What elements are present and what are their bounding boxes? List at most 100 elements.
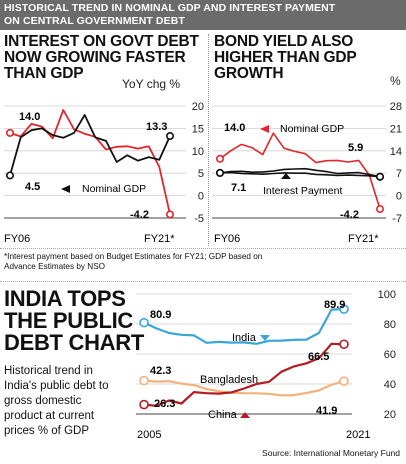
series-endpoint: [139, 317, 149, 328]
footnote: *Interest payment based on Budget Estima…: [4, 252, 262, 272]
label-india-first: 80.9: [150, 309, 171, 321]
y-tick-label: 100: [378, 289, 396, 301]
y-tick-label: 0: [198, 191, 204, 203]
panel2-unit: %: [390, 74, 401, 88]
description-line: product at current: [4, 410, 95, 422]
panel3-description: Historical trend in India's public debt …: [4, 364, 109, 439]
series-endpoint: [139, 375, 149, 386]
label-red-last: -4.2: [130, 209, 149, 221]
panel3-title-line: DEBT CHART: [4, 330, 144, 355]
y-tick-label: 40: [384, 379, 396, 391]
chart3-x-label-end: 2021: [346, 429, 370, 441]
label-bangladesh-first: 42.3: [150, 365, 171, 377]
pointer-triangle-icon: [260, 125, 269, 133]
series-endpoint: [139, 399, 149, 410]
label-series-nominal-gdp: Nominal GDP: [82, 183, 146, 195]
pointer-triangle-icon: [61, 185, 70, 193]
chart1-x-label-start: FY06: [4, 233, 30, 245]
y-tick-label: 21: [390, 123, 402, 135]
y-tick-label: 20: [384, 409, 396, 421]
chart1-y-ticks: -5 0 5 10 15 20: [192, 101, 204, 225]
section-divider: [0, 248, 406, 249]
label-black-last: 5.9: [348, 142, 363, 154]
y-tick-label: -7: [392, 213, 402, 225]
banner-line-2: ON CENTRAL GOVERNMENT DEBT: [4, 15, 185, 27]
series-endpoint: [376, 205, 385, 214]
label-red-first: 14.0: [224, 122, 245, 134]
series-endpoint: [216, 168, 225, 177]
label-india-last: 89.9: [324, 299, 345, 311]
label-series-bangladesh: Bangladesh: [200, 374, 258, 386]
panel3-title-line: THE PUBLIC: [4, 308, 134, 333]
pointer-triangle-icon: [281, 173, 291, 179]
chart2-y-ticks: -7 0 7 14 21 28: [390, 101, 402, 225]
description-line: gross domestic: [4, 395, 82, 407]
label-bangladesh-last: 41.9: [316, 405, 337, 417]
panel2-title: BOND YIELD ALSO HIGHER THAN GDP GROWTH: [214, 34, 357, 82]
y-tick-label: 15: [192, 123, 204, 135]
label-china-first: 26.3: [154, 398, 175, 410]
y-tick-label: 7: [396, 168, 402, 180]
header-banner: HISTORICAL TREND IN NOMINAL GDP AND INTE…: [0, 0, 406, 30]
label-china-last: 66.5: [308, 351, 329, 363]
interest-vs-gdp-chart: -5 0 5 10 15 20 14.0 4.5 13.3 -4.2 Nominal GD…: [4, 101, 204, 245]
label-black-first: 4.5: [25, 181, 40, 193]
y-tick-label: 14: [390, 146, 402, 158]
description-line: Historical trend in: [4, 365, 93, 377]
label-series-india: India: [232, 332, 257, 344]
label-black-first: 7.1: [231, 182, 246, 194]
series-line-2: [143, 342, 345, 407]
series-line-0: [219, 132, 381, 210]
panel3-title: INDIA TOPS THE PUBLIC DEBT CHART: [4, 288, 144, 354]
y-tick-label: 5: [198, 168, 204, 180]
panel1-unit: YoY chg %: [122, 77, 181, 91]
series-endpoint: [166, 210, 175, 219]
series-endpoint: [376, 172, 385, 181]
chart1-grid: [4, 105, 186, 219]
chart1-labels: 14.0 4.5 13.3 -4.2 Nominal GDP: [19, 111, 167, 221]
series-line-1: [143, 379, 345, 397]
label-red-last: -4.2: [340, 209, 359, 221]
series-endpoint: [6, 171, 15, 180]
y-tick-label: 20: [192, 101, 204, 113]
series-endpoint: [6, 128, 15, 137]
banner-line-1: HISTORICAL TREND IN NOMINAL GDP AND INTE…: [4, 2, 336, 14]
bond-yield-vs-gdp-chart: -7 0 7 14 21 28 14.0 Nominal GDP 7.1 Interest…: [212, 101, 402, 245]
panel1-title-line: INTEREST ON GOVT DEBT: [4, 33, 199, 50]
panel1-title-line: NOW GROWING FASTER: [4, 49, 186, 66]
series-endpoint: [339, 339, 349, 350]
section-divider: [0, 281, 406, 282]
panel2-title-line: BOND YIELD ALSO: [214, 33, 354, 50]
chart3-x-label-start: 2005: [137, 429, 161, 441]
public-debt-chart: 20 40 60 80 100 80.9 89.9 India 66.5 42.3 Ba…: [136, 289, 396, 441]
y-tick-label: 60: [384, 349, 396, 361]
description-line: India's public debt to: [4, 380, 109, 392]
label-series-interest-payment: Interest Payment: [263, 185, 342, 197]
series-line-0: [143, 308, 345, 345]
footnote-line: Advance Estimates by NSO: [4, 262, 106, 271]
chart2-labels: 14.0 Nominal GDP 7.1 Interest Payment 5.…: [224, 122, 363, 221]
label-series-nominal-gdp: Nominal GDP: [280, 123, 344, 135]
chart2-x-label-end: FY21*: [348, 233, 379, 245]
panel2-title-line: GROWTH: [214, 65, 284, 82]
source-credit: Source: International Monetary Fund: [262, 448, 400, 458]
series-endpoint: [339, 376, 349, 386]
panel3-title-line: INDIA TOPS: [4, 286, 126, 311]
series-line-2: [219, 171, 381, 178]
panel1-title: INTEREST ON GOVT DEBT NOW GROWING FASTER…: [4, 34, 199, 82]
footnote-line: *Interest payment based on Budget Estima…: [4, 252, 263, 261]
pointer-triangle-icon: [240, 412, 250, 418]
y-tick-label: 28: [390, 101, 402, 113]
label-black-last: 13.3: [146, 121, 167, 133]
y-tick-label: 80: [384, 319, 396, 331]
chart3-series: [139, 304, 349, 410]
y-tick-label: 10: [192, 146, 204, 158]
label-series-china: China: [208, 409, 238, 421]
panel1-title-line: THAN GDP: [4, 65, 84, 82]
chart3-grid: [136, 293, 352, 415]
y-tick-label: 0: [396, 191, 402, 203]
chart1-series: [6, 109, 175, 219]
chart1-x-label-end: FY21*: [144, 233, 175, 245]
chart3-y-ticks: 20 40 60 80 100: [378, 289, 396, 421]
